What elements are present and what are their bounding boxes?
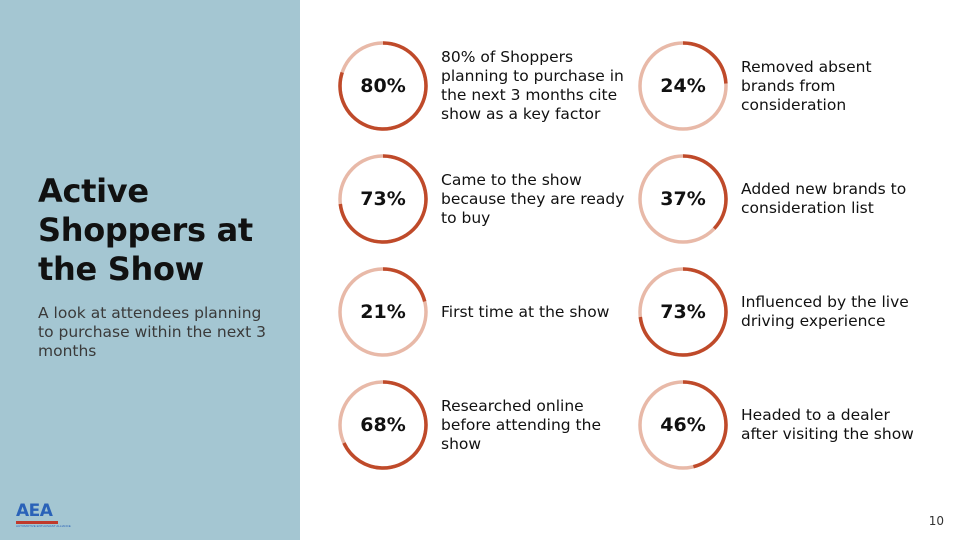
stat-description-text: Removed absent brands from consideration (741, 57, 872, 114)
ring-progress (338, 154, 428, 244)
logo-text: AEA (16, 501, 53, 521)
percent-ring (338, 380, 428, 470)
percent-ring (638, 41, 728, 131)
stat-description-text: Headed to a dealer after visiting the sh… (741, 406, 914, 443)
stat-percent: 80% (360, 75, 406, 97)
stat-item: 80% 80% of Shoppers planning to purchase … (337, 40, 637, 132)
stat-description-text: Came to the show because they are ready … (441, 170, 625, 227)
ring-progress (638, 267, 728, 357)
stat-item: 24% Removed absent brands from considerat… (637, 40, 937, 132)
ring-progress (638, 154, 728, 244)
stat-description: First time at the show (441, 266, 626, 358)
stat-item: 46% Headed to a dealer after visiting the… (637, 379, 937, 471)
stat-description: Removed absent brands from consideration (741, 40, 926, 132)
ring-progress (338, 380, 428, 470)
page-number: 10 (928, 514, 944, 528)
percent-ring (638, 267, 728, 357)
logo-bar (16, 521, 58, 524)
stat-description: Came to the show because they are ready … (441, 153, 626, 245)
stat-description: Added new brands to consideration list (741, 153, 926, 245)
stat-percent: 73% (660, 301, 706, 323)
ring-progress (638, 41, 728, 131)
stat-item: 37% Added new brands to consideration lis… (637, 153, 937, 245)
stat-description: Researched online before attending the s… (441, 379, 626, 471)
percent-ring (338, 154, 428, 244)
percent-ring (338, 267, 428, 357)
stat-description: 80% of Shoppers planning to purchase in … (441, 40, 626, 132)
stat-percent: 21% (360, 301, 406, 323)
ring-progress (638, 380, 728, 470)
stat-item: 68% Researched online before attending th… (337, 379, 637, 471)
stat-percent: 68% (360, 414, 406, 436)
stat-description-text: Added new brands to consideration list (741, 180, 907, 217)
stat-description-text: First time at the show (441, 302, 610, 321)
stat-percent: 73% (360, 188, 406, 210)
stat-description-text: Influenced by the live driving experienc… (741, 293, 909, 330)
stat-item: 73% Influenced by the live driving experi… (637, 266, 937, 358)
stat-percent: 24% (660, 75, 706, 97)
stat-percent: 46% (660, 414, 706, 436)
percent-ring (338, 41, 428, 131)
page-title: Active Shoppers at the Show (38, 172, 253, 288)
page-subtitle: A look at attendees planning to purchase… (38, 304, 266, 360)
stat-percent: 37% (660, 188, 706, 210)
logo-tagline: AUTOMOTIVE ENTHUSIAST ALLIANCE (16, 524, 71, 528)
stat-item: 73% Came to the show because they are rea… (337, 153, 637, 245)
aea-logo: AEA AUTOMOTIVE ENTHUSIAST ALLIANCE (16, 501, 71, 528)
ring-progress (338, 267, 428, 357)
ring-progress (338, 41, 428, 131)
percent-ring (638, 154, 728, 244)
percent-ring (638, 380, 728, 470)
stat-description-text: 80% of Shoppers planning to purchase in … (441, 48, 624, 123)
sidebar-panel: Active Shoppers at the Show A look at at… (0, 0, 300, 540)
stat-description: Headed to a dealer after visiting the sh… (741, 379, 926, 471)
stat-description: Influenced by the live driving experienc… (741, 266, 926, 358)
stat-item: 21% First time at the show (337, 266, 637, 358)
stat-description-text: Researched online before attending the s… (441, 396, 601, 453)
